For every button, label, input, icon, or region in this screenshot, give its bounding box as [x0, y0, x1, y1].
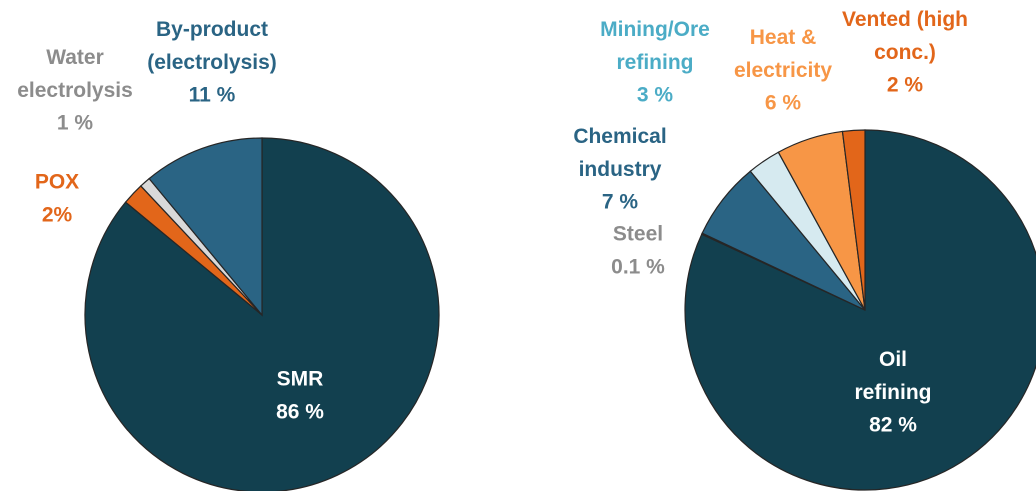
- slice-value-label: 11 %: [189, 84, 236, 107]
- slice-value-label: 2 %: [887, 74, 924, 97]
- slice-value-label: 2%: [42, 204, 73, 227]
- slice-value-label: 0.1 %: [611, 256, 665, 279]
- slice-value-label: 7 %: [602, 191, 639, 214]
- slice-label: Heat & electricity: [734, 26, 832, 82]
- slice-label: Oil refining: [855, 348, 932, 404]
- slice-value-label: 3 %: [637, 84, 674, 107]
- slice-value-label: 82 %: [869, 414, 917, 437]
- slice-label: By-product (electrolysis): [147, 18, 277, 74]
- slice-label: Mining/Ore refining: [600, 18, 710, 74]
- slice-value-label: 6 %: [765, 92, 802, 115]
- slice-label: SMR: [277, 368, 324, 391]
- pie-slice: [684, 129, 1036, 491]
- pie-slice: [841, 129, 866, 311]
- slice-label: Steel: [613, 223, 663, 246]
- slice-value-label: 86 %: [276, 401, 324, 424]
- pie-slice: [148, 137, 263, 317]
- slice-label: Water electrolysis: [17, 46, 133, 102]
- slice-label: Chemical industry: [573, 125, 666, 181]
- slice-value-label: 1 %: [57, 112, 94, 135]
- slice-label: POX: [35, 171, 79, 194]
- slice-label: Vented (high conc.): [842, 8, 968, 64]
- pie-slice: [84, 137, 440, 491]
